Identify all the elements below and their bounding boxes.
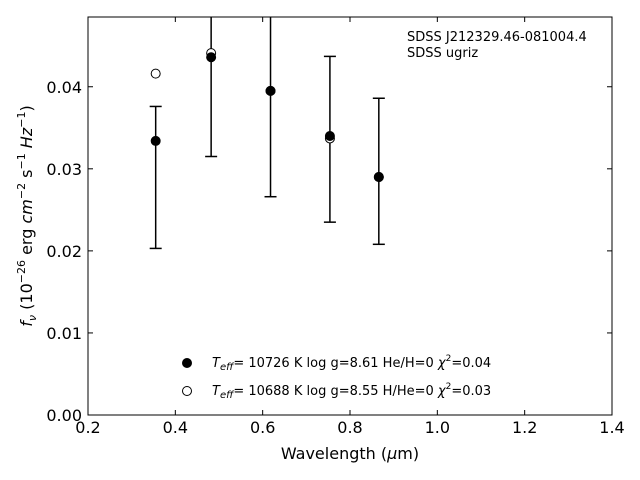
x-tick-label: 1.2 [512,418,537,437]
x-tick-label: 1.0 [425,418,450,437]
legend-entry-filled: Teff= 10726 K log g=8.61 He/H=0 χ2=0.04 [212,354,491,373]
x-tick-label: 1.4 [599,418,624,437]
y-axis-label: fν (10−26 erg cm−2 s−1 Hz−1) [15,105,39,326]
model-point-open [150,68,161,79]
y-axis-ticks: 0.00 0.01 0.02 0.03 0.04 [46,78,612,425]
x-tick-label: 0.2 [75,418,100,437]
annotation-object-name: SDSS J212329.46-081004.4 [407,30,587,45]
y-tick-label: 0.00 [46,406,82,425]
legend-entry-open: Teff= 10688 K log g=8.55 H/He=0 χ2=0.03 [212,382,491,401]
x-tick-label: 0.4 [163,418,188,437]
x-tick-label: 0.8 [337,418,362,437]
legend-marker-filled [182,358,192,368]
model-point-filled [206,52,217,63]
model-point-filled [324,130,335,141]
y-tick-label: 0.02 [46,242,82,261]
model-point-filled [373,172,384,183]
x-tick-label: 0.6 [250,418,275,437]
legend-marker-open [182,386,192,396]
model-point-filled [265,85,276,96]
y-tick-label: 0.01 [46,324,82,343]
model-point-filled [150,135,161,146]
y-tick-label: 0.03 [46,160,82,179]
annotation-photometry: SDSS ugriz [407,46,478,61]
y-tick-label: 0.04 [46,78,82,97]
x-axis-ticks: 0.2 0.4 0.6 0.8 1.0 1.2 1.4 [75,17,625,437]
legend: Teff= 10726 K log g=8.61 He/H=0 χ2=0.04 … [182,354,491,401]
data-marks [149,17,385,250]
x-axis-label: Wavelength (μm) [281,444,419,463]
